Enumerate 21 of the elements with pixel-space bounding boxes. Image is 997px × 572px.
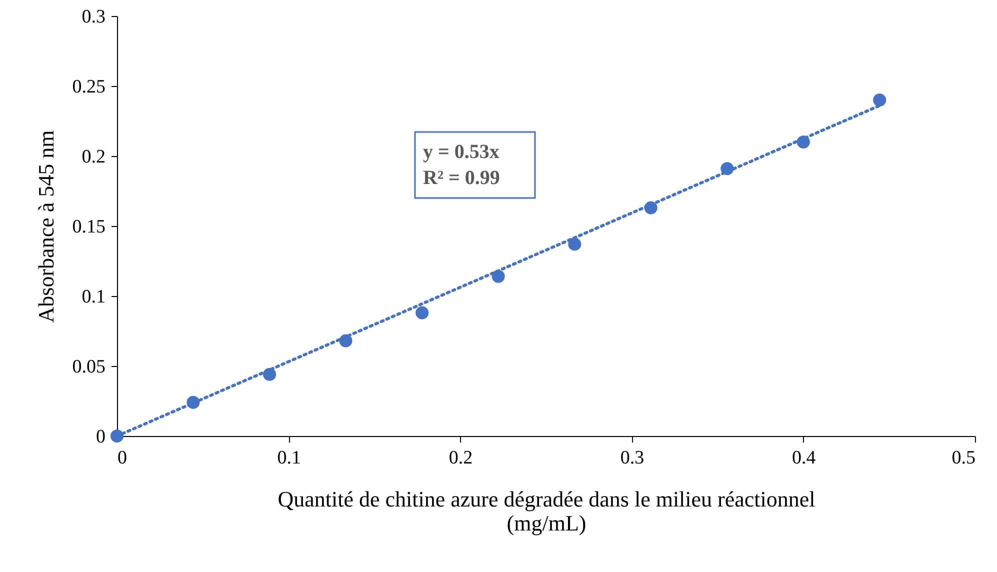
y-tick-label: 0.3 (82, 6, 106, 28)
y-tick-label: 0.25 (72, 76, 106, 98)
x-tick-label: 0.3 (620, 448, 644, 468)
y-tick-label: 0.1 (82, 286, 106, 308)
x-tick-label: 0.5 (952, 448, 976, 468)
x-tick-label: 0.4 (792, 448, 816, 468)
x-axis-title: Quantité de chitine azure dégradée dans le milieu réactionnel (mg/mL) (278, 486, 816, 536)
point (568, 238, 582, 251)
y-tick-label: 0.2 (82, 146, 106, 168)
y-tick-label: 0.05 (72, 356, 106, 378)
annotation: R² = 0.99 (423, 167, 500, 189)
y-tick-label: 0.15 (72, 216, 106, 238)
y-tick-label: 0 (96, 426, 106, 448)
x-tick-label: 0 (118, 448, 127, 468)
x-tick-label: 0.1 (277, 448, 301, 468)
annotation: y = 0.53x (423, 141, 500, 163)
point (873, 93, 886, 107)
y-axis-title: Absorbance à 545 nm (33, 130, 58, 323)
point (416, 306, 429, 320)
x-tick-label: 0.2 (448, 448, 473, 468)
point (110, 429, 124, 443)
